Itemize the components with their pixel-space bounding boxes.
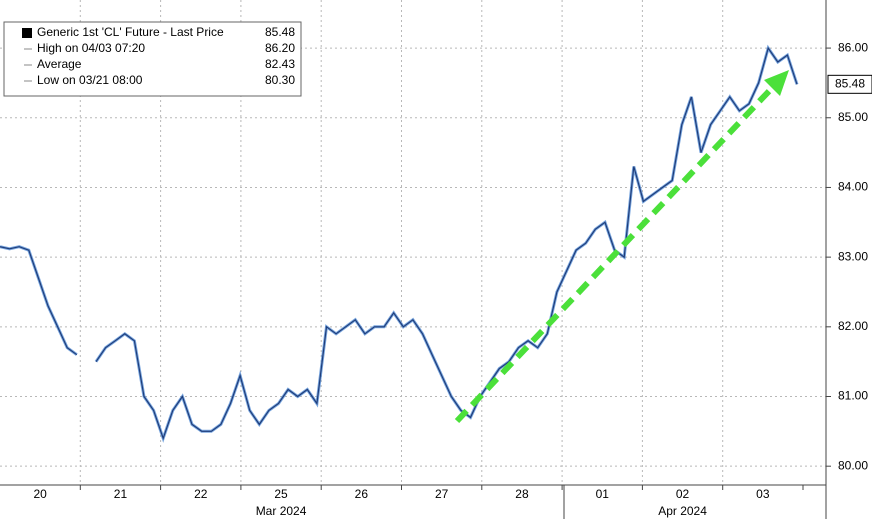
y-tick-label: 84.00 bbox=[838, 180, 868, 194]
y-tick-label: 86.00 bbox=[838, 40, 868, 54]
legend-value: 80.30 bbox=[265, 73, 295, 87]
x-tick-label: 26 bbox=[355, 487, 369, 501]
x-tick-label: 01 bbox=[596, 487, 610, 501]
plot bbox=[0, 44, 799, 443]
y-tick-label: 82.00 bbox=[838, 319, 868, 333]
last-value-box bbox=[827, 74, 872, 94]
legend-label: Generic 1st 'CL' Future - Last Price bbox=[37, 25, 224, 39]
x-tick-label: 27 bbox=[435, 487, 449, 501]
legend-label: High on 04/03 07:20 bbox=[37, 41, 145, 55]
y-tick-label: 83.00 bbox=[838, 249, 868, 263]
legend-value: 82.43 bbox=[265, 57, 295, 71]
price-line bbox=[0, 46, 798, 441]
x-tick-label: 21 bbox=[114, 487, 128, 501]
trend-arrow bbox=[454, 70, 789, 424]
legend-label: Low on 03/21 08:00 bbox=[37, 73, 143, 87]
legend-box bbox=[3, 21, 302, 97]
legend-swatch bbox=[22, 28, 32, 38]
x-tick-label: 22 bbox=[194, 487, 208, 501]
legend-value: 85.48 bbox=[265, 25, 295, 39]
x-tick-label: 20 bbox=[33, 487, 47, 501]
x-group-label: Mar 2024 bbox=[256, 504, 307, 518]
x-tick-label: 28 bbox=[515, 487, 529, 501]
y-tick-label: 81.00 bbox=[838, 389, 868, 403]
y-tick-label: 80.00 bbox=[838, 458, 868, 472]
y-tick-label: 85.00 bbox=[838, 110, 868, 124]
legend-label: Average bbox=[37, 57, 82, 71]
last-value-label: 85.48 bbox=[835, 76, 865, 90]
x-tick-label: 02 bbox=[676, 487, 690, 501]
x-tick-label: 03 bbox=[756, 487, 770, 501]
x-group-label: Apr 2024 bbox=[658, 504, 707, 518]
legend-value: 86.20 bbox=[265, 41, 295, 55]
x-tick-label: 25 bbox=[274, 487, 288, 501]
legend: Generic 1st 'CL' Future - Last Price 85.4… bbox=[3, 21, 302, 97]
